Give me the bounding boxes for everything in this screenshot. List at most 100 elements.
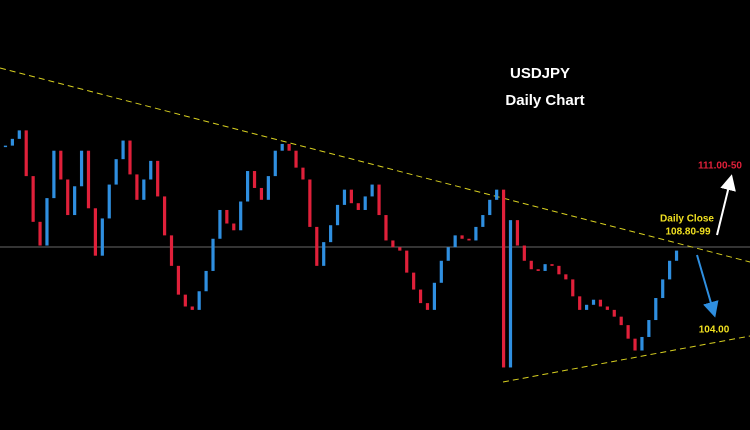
candle [121,140,125,160]
candle [100,218,104,256]
candle [633,338,637,351]
candle [66,179,70,216]
candle [246,171,250,202]
candle [342,189,347,205]
candle [536,269,540,271]
candle [38,221,42,246]
resistance-trendline [0,67,750,263]
candle [31,176,35,222]
candle [142,179,146,200]
candle [377,184,381,216]
candle [329,225,333,243]
candle [335,204,340,226]
candle [190,306,194,310]
candle [315,226,319,266]
candle [204,270,208,292]
candle [301,167,305,180]
candle [280,143,284,151]
candle [363,196,367,210]
candle [661,279,665,299]
candle [467,238,471,241]
candle [460,235,464,239]
candle [197,291,201,310]
candle [107,184,111,219]
candle [619,316,623,326]
candle [266,176,270,200]
candle [183,294,187,307]
candle [654,298,658,321]
candle [398,247,402,251]
candle [405,250,409,273]
candle [135,174,139,200]
candle [259,187,264,200]
candle [674,250,679,261]
chart-subtitle: Daily Chart [505,92,584,109]
candle [52,150,56,199]
candle [356,203,360,210]
close-value: 108.80-99 [665,227,710,238]
candle [425,303,430,310]
candle [149,160,153,180]
candle [169,235,174,266]
candle [79,150,84,187]
candle [114,159,118,185]
candle [515,220,520,246]
candle [232,223,236,231]
candle [585,304,589,310]
target-label: 111.00-50 [698,161,742,172]
candle [474,226,478,241]
candle [391,240,395,248]
candle [294,150,298,168]
candle [557,265,561,275]
candle [384,215,388,241]
candle [45,198,49,246]
candle [508,220,513,368]
candle [128,140,132,175]
candle [287,143,291,151]
candle [432,282,436,310]
candle [543,264,547,271]
candle [668,260,672,280]
candle [488,199,492,216]
candle [176,265,181,295]
candle [225,209,229,224]
support-trendline [502,335,750,383]
candle [211,238,215,271]
candle [439,260,443,283]
candle [418,289,423,304]
candle [162,196,167,236]
candle [322,242,326,266]
candle [591,299,596,305]
candle [564,274,568,280]
candle [640,336,644,351]
candle [529,260,533,270]
candles [3,130,679,368]
candle [156,160,160,197]
candle [578,296,582,310]
chart-title: USDJPY [510,65,570,82]
candle [647,320,651,337]
candle [571,279,575,297]
candle [605,306,609,310]
candle [412,272,416,290]
candle [349,189,353,204]
candle [626,325,630,339]
support-label: 104.00 [699,325,730,336]
candle [86,150,91,209]
candle [239,201,243,231]
candle [453,235,457,248]
candle [550,264,554,266]
up-arrow [716,174,736,236]
candle [59,150,63,180]
candle [218,209,222,239]
candle [370,184,374,197]
candle [522,245,526,261]
candle [93,208,97,256]
candle [308,179,312,227]
candle [598,299,603,307]
candle [495,189,499,200]
candle [17,130,21,139]
candle [252,171,257,188]
